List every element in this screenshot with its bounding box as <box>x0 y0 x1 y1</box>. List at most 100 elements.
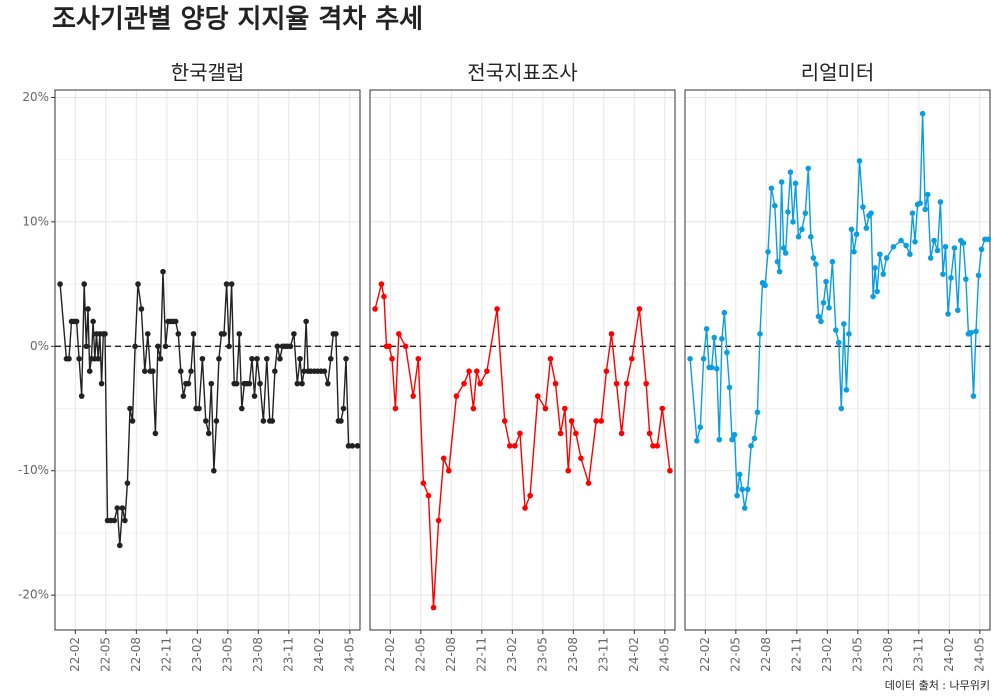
data-point <box>785 209 791 215</box>
data-point <box>724 349 730 356</box>
data-point <box>805 165 812 172</box>
data-point <box>654 443 661 449</box>
data-point <box>917 200 923 207</box>
data-point <box>951 245 958 251</box>
data-point <box>780 245 787 251</box>
data-point <box>903 242 909 249</box>
data-point <box>321 368 328 374</box>
data-point <box>744 486 751 493</box>
data-point <box>178 368 184 374</box>
data-point <box>461 380 467 387</box>
data-point <box>349 443 356 449</box>
data-point <box>260 418 267 424</box>
x-tick-label: 22-08 <box>129 637 143 672</box>
data-point <box>119 505 126 511</box>
data-point <box>226 343 232 350</box>
data-point <box>157 355 164 362</box>
data-point <box>799 226 805 233</box>
data-point <box>968 329 974 336</box>
data-point <box>512 443 518 449</box>
data-point <box>948 275 954 281</box>
data-point <box>872 265 878 271</box>
data-point <box>338 418 344 424</box>
data-point <box>659 405 666 412</box>
data-point <box>700 355 707 362</box>
data-point <box>402 343 409 350</box>
x-tick-label: 22-08 <box>444 637 458 672</box>
data-point <box>874 288 880 295</box>
data-point <box>269 418 276 424</box>
data-point <box>354 443 361 449</box>
data-point <box>835 339 842 346</box>
data-point <box>721 309 728 316</box>
data-point <box>445 467 452 474</box>
x-tick-label: 24-05 <box>972 637 986 672</box>
y-tick-label: -20% <box>18 588 49 602</box>
data-point <box>973 328 979 335</box>
data-point <box>473 368 480 374</box>
data-point <box>527 492 533 499</box>
data-point <box>343 355 349 362</box>
data-point <box>963 276 969 282</box>
data-point <box>826 304 832 311</box>
data-point <box>937 199 944 205</box>
data-point <box>135 281 141 287</box>
data-point <box>162 343 169 350</box>
data-point <box>731 431 738 438</box>
data-point <box>757 331 763 337</box>
data-point <box>190 331 197 337</box>
data-point <box>585 480 592 486</box>
data-point <box>257 380 263 387</box>
x-tick-label: 22-02 <box>68 637 82 672</box>
data-point <box>711 334 718 341</box>
data-point <box>618 430 625 437</box>
data-point <box>534 393 541 399</box>
data-point <box>883 255 890 261</box>
data-point <box>223 281 230 287</box>
data-point <box>687 355 693 362</box>
data-point <box>970 393 977 399</box>
data-point <box>378 281 385 287</box>
x-tick-label: 24-05 <box>342 637 356 672</box>
data-point <box>506 443 513 449</box>
data-point <box>494 306 500 312</box>
data-point <box>303 318 309 325</box>
data-point <box>297 355 303 362</box>
data-point <box>425 492 432 499</box>
x-tick-label: 22-11 <box>159 637 173 672</box>
x-tick-label: 22-08 <box>759 637 773 672</box>
data-point <box>272 368 278 374</box>
data-point <box>85 306 91 312</box>
x-tick-label: 22-05 <box>728 637 742 672</box>
x-tick-label: 23-08 <box>251 637 265 672</box>
data-point <box>833 327 839 333</box>
data-point <box>802 210 809 216</box>
data-point <box>776 268 783 275</box>
data-point <box>470 405 477 412</box>
data-point <box>708 364 715 371</box>
data-point <box>392 405 399 412</box>
x-tick-label: 24-02 <box>627 637 641 672</box>
data-point <box>853 231 860 238</box>
y-tick-label: 20% <box>22 90 49 104</box>
data-point <box>748 443 754 449</box>
x-tick-label: 23-05 <box>220 637 234 672</box>
x-tick-label: 23-05 <box>850 637 864 672</box>
facet-title: 리얼미터 <box>801 61 875 85</box>
data-point <box>636 306 643 312</box>
data-point <box>132 343 138 350</box>
data-point <box>716 436 723 443</box>
data-point <box>667 467 673 474</box>
data-point <box>697 424 704 430</box>
data-point <box>477 380 483 387</box>
data-point <box>713 365 720 372</box>
data-point <box>251 393 258 399</box>
x-tick-label: 22-05 <box>98 637 112 672</box>
data-point <box>73 318 80 325</box>
data-point <box>386 343 392 350</box>
data-point <box>562 405 568 412</box>
data-point <box>287 343 294 350</box>
data-point <box>228 281 235 287</box>
data-point <box>484 368 490 374</box>
data-point <box>978 246 985 253</box>
